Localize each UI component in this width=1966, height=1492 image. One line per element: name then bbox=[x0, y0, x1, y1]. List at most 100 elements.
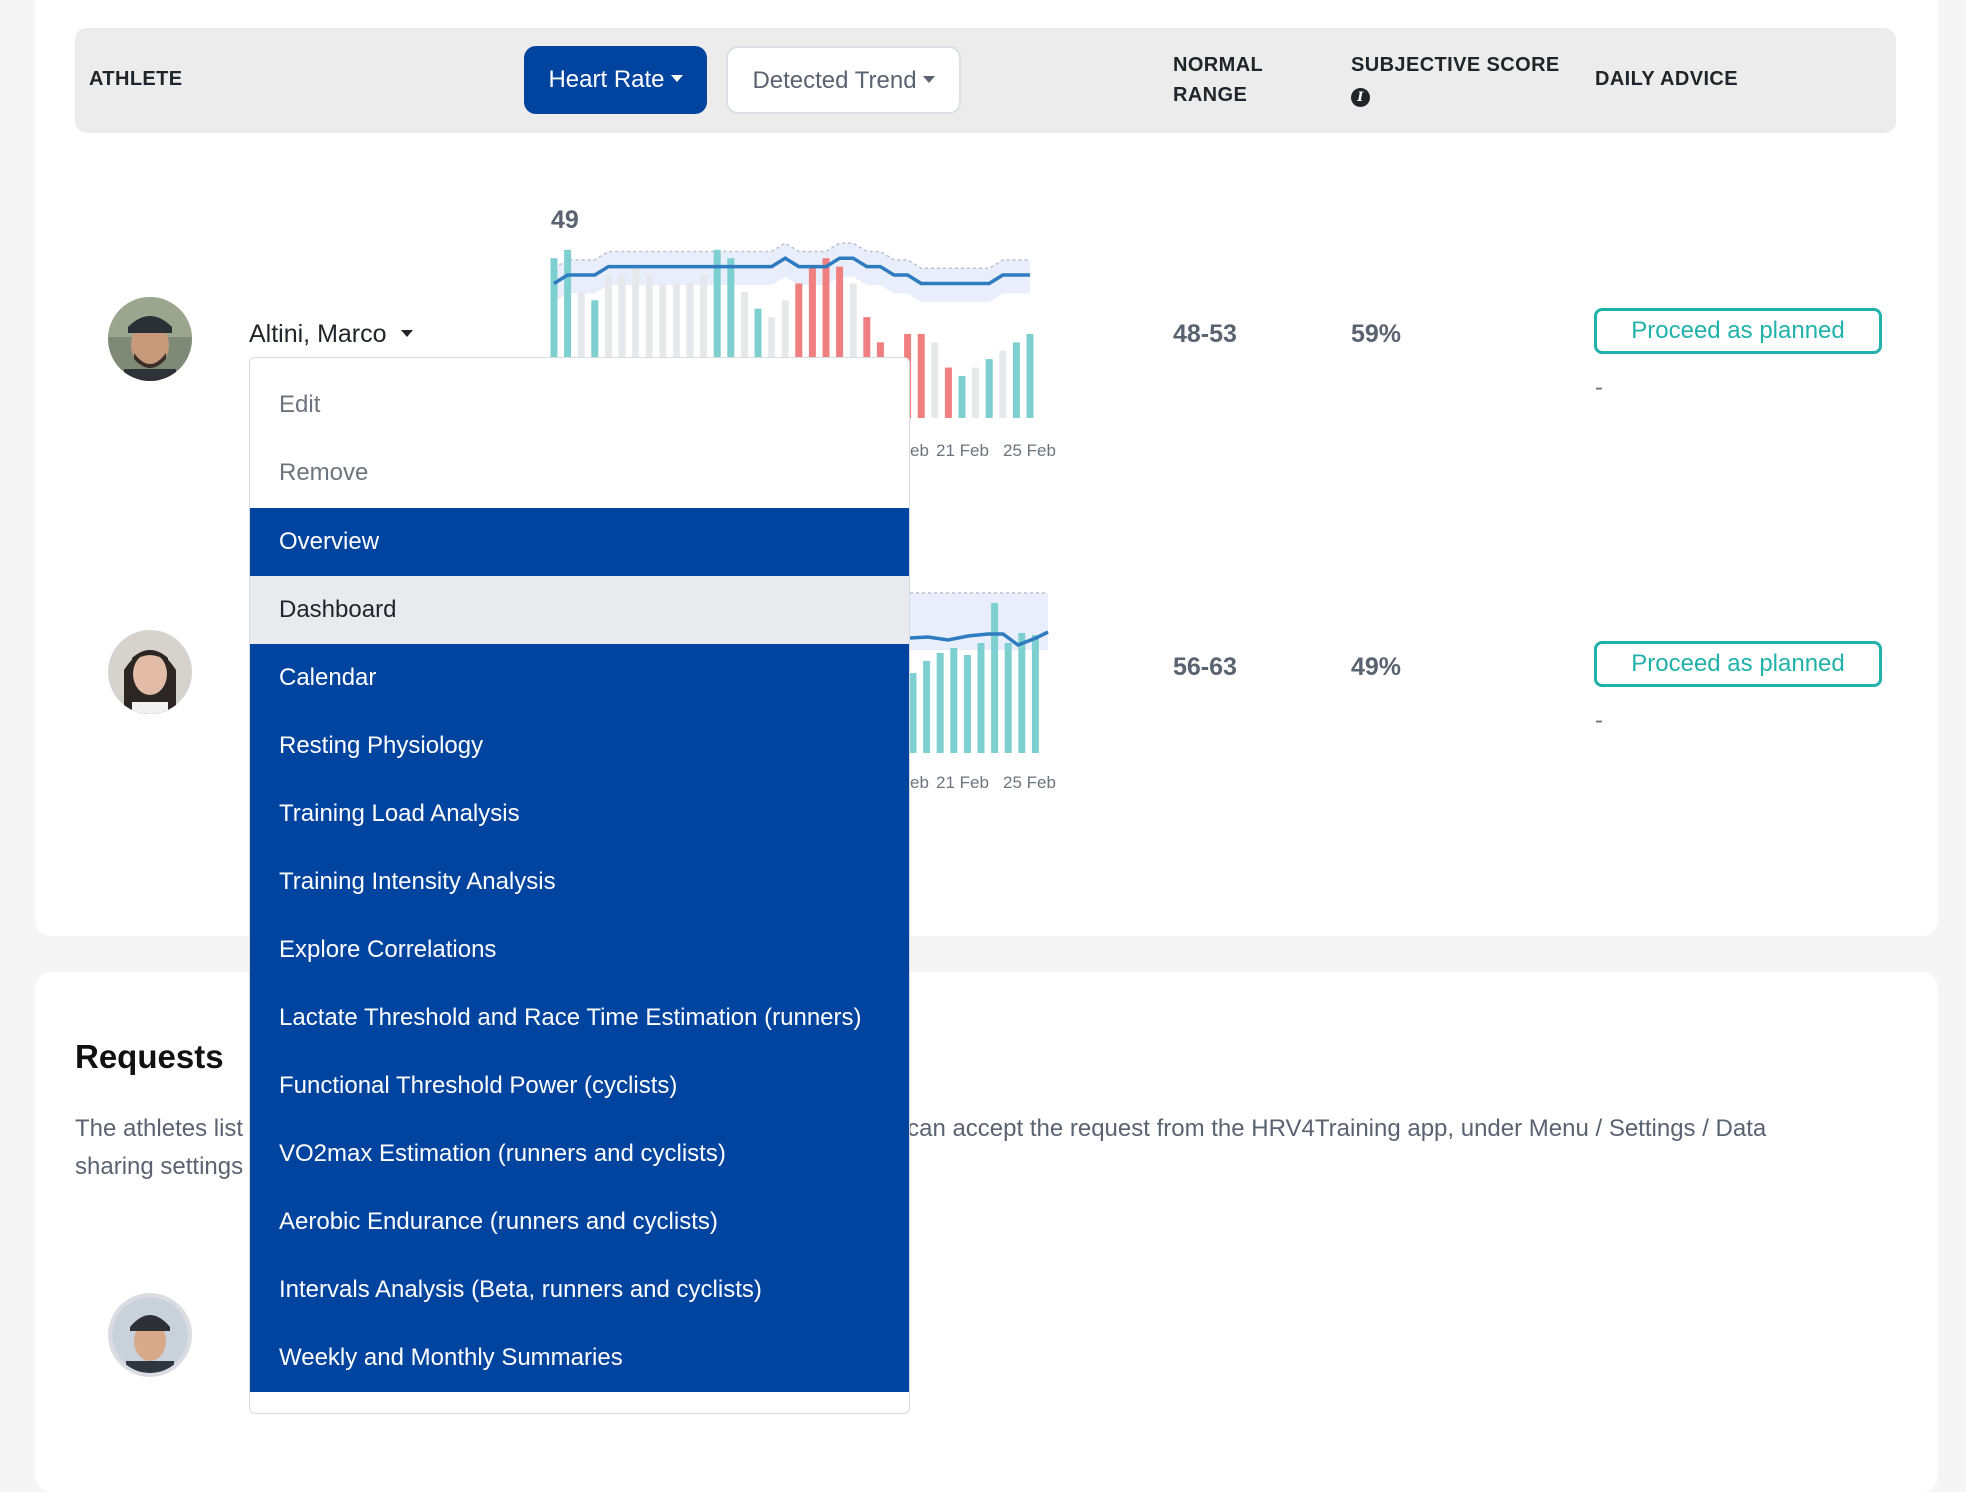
normal-range-header-line2: RANGE bbox=[1173, 84, 1248, 106]
trend-line bbox=[553, 256, 1030, 286]
requests-text-left-1: The athletes list bbox=[75, 1115, 244, 1142]
chart-bar bbox=[672, 283, 680, 418]
requests-text-left-2: sharing settings bbox=[75, 1153, 244, 1180]
chart-bar bbox=[727, 258, 735, 418]
menu-item-training-load-analysis[interactable]: Training Load Analysis bbox=[250, 780, 909, 848]
menu-item-lactate-threshold-and-race-time-estimation-runners[interactable]: Lactate Threshold and Race Time Estimati… bbox=[250, 984, 909, 1052]
chart-bar bbox=[604, 275, 612, 418]
menu-item-dashboard[interactable]: Dashboard bbox=[250, 576, 909, 644]
table-header bbox=[75, 28, 1896, 133]
normal-range-band bbox=[910, 593, 1048, 650]
menu-item-functional-threshold-power-cyclists[interactable]: Functional Threshold Power (cyclists) bbox=[250, 1052, 909, 1120]
daily-advice-badge[interactable]: Proceed as planned bbox=[1594, 641, 1882, 687]
x-tick-label: eb bbox=[910, 773, 929, 792]
menu-item-resting-physiology[interactable]: Resting Physiology bbox=[250, 712, 909, 780]
normal-range-band bbox=[554, 243, 1030, 302]
menu-item-overview[interactable]: Overview bbox=[250, 508, 909, 576]
x-tick-label: 21 Feb bbox=[936, 773, 989, 792]
athlete-name-dropdown[interactable]: Altini, Marco bbox=[249, 317, 413, 351]
chart-max-label: 49 bbox=[551, 206, 579, 234]
athlete-column-header: ATHLETE bbox=[89, 68, 183, 90]
avatar bbox=[108, 630, 192, 714]
avatar bbox=[108, 297, 192, 381]
menu-item-weekly-and-monthly-summaries[interactable]: Weekly and Monthly Summaries bbox=[250, 1324, 909, 1392]
menu-item-calendar[interactable]: Calendar bbox=[250, 644, 909, 712]
chart-bar bbox=[740, 291, 748, 418]
normal-range-value: 48-53 bbox=[1173, 320, 1237, 348]
athlete-name: Altini, Marco bbox=[249, 320, 387, 348]
chart-bar bbox=[577, 291, 585, 418]
chart-bar bbox=[795, 283, 803, 418]
chart-bar bbox=[1026, 333, 1034, 418]
info-icon[interactable]: i bbox=[1351, 88, 1370, 107]
chart-bar bbox=[1018, 633, 1026, 753]
chart-bar bbox=[849, 283, 857, 418]
menu-item-training-intensity-analysis[interactable]: Training Intensity Analysis bbox=[250, 848, 909, 916]
chevron-down-icon bbox=[400, 329, 413, 337]
athlete-actions-menu: Edit Remove Overview Dashboard Calendar Resti… bbox=[249, 357, 910, 1414]
subjective-score-value: 59% bbox=[1351, 320, 1402, 348]
chart-bar bbox=[923, 661, 931, 753]
chart-bar bbox=[1004, 643, 1012, 753]
advice-note: - bbox=[1595, 707, 1603, 734]
chart-bar bbox=[564, 249, 572, 418]
requests-title: Requests bbox=[75, 1038, 224, 1075]
chart-bar bbox=[1031, 635, 1039, 753]
requests-text-right: can accept the request from the HRV4Trai… bbox=[907, 1115, 1767, 1142]
daily-advice-column-header: DAILY ADVICE bbox=[1595, 68, 1738, 90]
chart-bar bbox=[958, 375, 966, 418]
chart-bar bbox=[686, 283, 694, 418]
chart-bar bbox=[936, 653, 944, 753]
trend-line bbox=[909, 630, 1049, 647]
chart-bar bbox=[645, 275, 653, 418]
trend-label: Detected Trend bbox=[752, 67, 917, 94]
normal-range-upper bbox=[553, 242, 1030, 270]
menu-item-aerobic-endurance-runners-and-cyclists[interactable]: Aerobic Endurance (runners and cyclists) bbox=[250, 1188, 909, 1256]
heart-rate-chart: eb 21 Feb 25 Feb bbox=[909, 592, 1056, 792]
metric-label: Heart Rate bbox=[548, 66, 665, 93]
chart-bar bbox=[808, 266, 816, 418]
chart-bar bbox=[991, 603, 999, 753]
chart-bar bbox=[944, 367, 952, 418]
x-tick-label: 25 Feb bbox=[1003, 773, 1056, 792]
menu-item-vo2max-estimation-runners-and-cyclists[interactable]: VO2max Estimation (runners and cyclists) bbox=[250, 1120, 909, 1188]
chart-bar bbox=[950, 648, 958, 753]
chart-bar bbox=[999, 350, 1007, 418]
chart-bar bbox=[963, 655, 971, 753]
menu-item-explore-correlations[interactable]: Explore Correlations bbox=[250, 916, 909, 984]
avatar bbox=[108, 1293, 192, 1377]
chart-bar bbox=[822, 258, 830, 418]
chart-bar bbox=[550, 258, 558, 418]
chart-bar bbox=[1012, 342, 1020, 418]
normal-range-value: 56-63 bbox=[1173, 653, 1237, 681]
chart-bar bbox=[618, 275, 626, 418]
advice-note: - bbox=[1595, 374, 1603, 401]
x-tick-label: eb bbox=[910, 441, 929, 460]
chart-bar bbox=[659, 283, 667, 418]
chart-bar bbox=[972, 367, 980, 418]
chevron-down-icon bbox=[922, 76, 935, 84]
x-tick-label: 21 Feb bbox=[936, 441, 989, 460]
subjective-score-value: 49% bbox=[1351, 653, 1402, 681]
chart-bar bbox=[836, 266, 844, 418]
x-tick-label: 25 Feb bbox=[1003, 441, 1056, 460]
normal-range-header-line1: NORMAL bbox=[1173, 54, 1264, 76]
menu-item-remove[interactable]: Remove bbox=[250, 439, 909, 507]
subjective-score-column-header: SUBJECTIVE SCORE i bbox=[1351, 50, 1560, 110]
normal-range-column-header: NORMAL RANGE bbox=[1173, 50, 1263, 110]
chart-bar bbox=[632, 266, 640, 418]
subjective-score-header-label: SUBJECTIVE SCORE bbox=[1351, 54, 1560, 76]
chart-bar bbox=[985, 359, 993, 418]
chart-bar bbox=[931, 342, 939, 418]
daily-advice-badge[interactable]: Proceed as planned bbox=[1594, 308, 1882, 354]
requests-description: The athletes list can accept the request … bbox=[75, 1110, 1835, 1186]
metric-dropdown-button[interactable]: Heart Rate bbox=[524, 46, 707, 114]
chart-bar bbox=[700, 275, 708, 418]
trend-dropdown-button[interactable]: Detected Trend bbox=[726, 46, 961, 114]
menu-item-intervals-analysis-beta-runners-and-cyclists[interactable]: Intervals Analysis (Beta, runners and cy… bbox=[250, 1256, 909, 1324]
chart-bar bbox=[713, 249, 721, 418]
chart-bar bbox=[909, 673, 917, 753]
chevron-down-icon bbox=[670, 75, 683, 83]
menu-item-edit[interactable]: Edit bbox=[250, 371, 909, 439]
chart-bar bbox=[977, 643, 985, 753]
